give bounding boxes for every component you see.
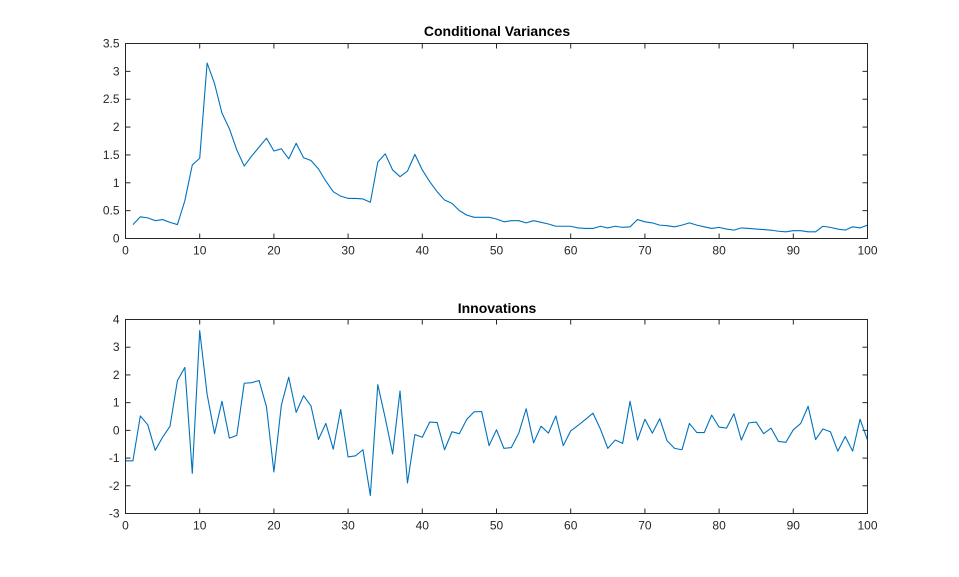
y-tick-label: 0 xyxy=(113,423,120,437)
axes-box xyxy=(125,319,868,514)
y-tick-label: 1 xyxy=(113,396,120,410)
y-tick-label: 0 xyxy=(113,232,120,246)
x-tick-label: 20 xyxy=(267,244,281,258)
axes-box xyxy=(125,43,868,239)
x-tick-label: 60 xyxy=(564,244,578,258)
x-tick-label: 10 xyxy=(193,244,207,258)
y-tick-label: -3 xyxy=(109,507,120,521)
x-tick-label: 50 xyxy=(490,519,504,533)
x-tick-label: 0 xyxy=(122,519,129,533)
y-tick-label: 4 xyxy=(113,313,120,327)
y-tick-label: 2 xyxy=(113,120,120,134)
x-tick-label: 0 xyxy=(122,244,129,258)
x-tick-label: 50 xyxy=(490,244,504,258)
y-tick-label: -1 xyxy=(109,451,120,465)
innovations-chart: Innovations 0 10 20 30 40 50 60 70 80 90 100-3-2-1… xyxy=(109,300,878,533)
y-tick-label: 3 xyxy=(113,64,120,78)
y-tick-label: 0.5 xyxy=(103,204,120,218)
x-tick-label: 40 xyxy=(416,519,430,533)
x-tick-label: 30 xyxy=(341,519,355,533)
y-tick-label: 1.5 xyxy=(103,148,120,162)
x-tick-label: 100 xyxy=(857,244,877,258)
x-tick-label: 80 xyxy=(712,244,726,258)
y-tick-label: -2 xyxy=(109,479,120,493)
x-tick-label: 60 xyxy=(564,519,578,533)
x-tick-label: 90 xyxy=(787,519,801,533)
conditional-variance-line xyxy=(132,62,868,233)
y-tick-label: 3.5 xyxy=(103,37,120,51)
y-tick-label: 2 xyxy=(113,368,120,382)
innovations-line xyxy=(125,330,869,497)
y-tick-label: 2.5 xyxy=(103,92,120,106)
x-tick-label: 70 xyxy=(638,244,652,258)
tick-group: 0 10 20 30 40 50 60 70 80 90 100 0 0.5 1 1.5 2 2.5 3 3.5 xyxy=(103,37,878,258)
chart-title: Conditional Variances xyxy=(424,23,570,39)
x-tick-label: 40 xyxy=(416,244,430,258)
y-tick-label: 1 xyxy=(113,176,120,190)
y-tick-label: 3 xyxy=(113,340,120,354)
conditional-variances-chart: Conditional Variances 0 10 20 30 40 50 60 70 80 9… xyxy=(103,23,878,258)
x-tick-label: 20 xyxy=(267,519,281,533)
x-tick-label: 10 xyxy=(193,519,207,533)
x-tick-label: 80 xyxy=(712,519,726,533)
tick-group: 0 10 20 30 40 50 60 70 80 90 100 -3 -2 -1 0 1 2 3 4 xyxy=(109,313,878,533)
x-tick-label: 100 xyxy=(857,519,877,533)
x-tick-label: 90 xyxy=(787,244,801,258)
chart-title: Innovations xyxy=(458,300,537,316)
x-tick-label: 70 xyxy=(638,519,652,533)
x-tick-label: 30 xyxy=(341,244,355,258)
